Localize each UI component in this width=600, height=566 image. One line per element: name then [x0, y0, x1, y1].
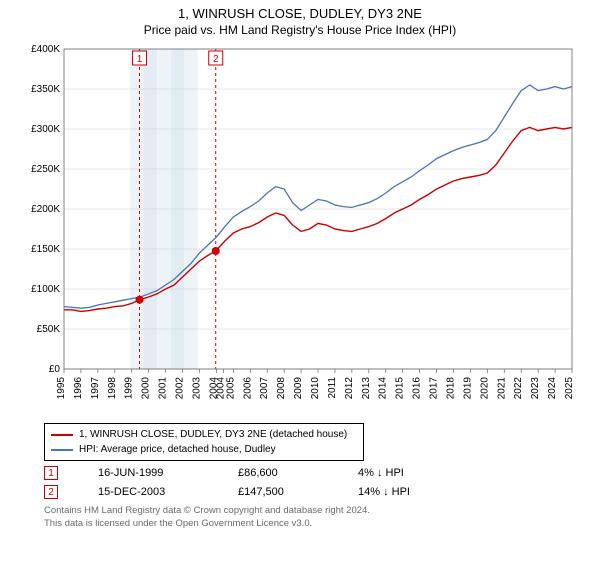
sale-date: 16-JUN-1999: [98, 467, 198, 479]
svg-text:2020: 2020: [479, 377, 490, 400]
svg-text:2022: 2022: [513, 377, 524, 400]
sale-date: 15-DEC-2003: [98, 486, 198, 498]
legend-label: 1, WINRUSH CLOSE, DUDLEY, DY3 2NE (detac…: [79, 427, 347, 442]
sale-row: 1 16-JUN-1999 £86,600 4% ↓ HPI: [44, 466, 600, 480]
sale-marker: 2: [44, 485, 58, 499]
sale-price: £147,500: [238, 486, 318, 498]
svg-text:1999: 1999: [124, 377, 135, 400]
sale-marker: 1: [44, 466, 58, 480]
svg-text:2017: 2017: [429, 377, 440, 400]
svg-text:£350K: £350K: [31, 84, 60, 95]
svg-text:2023: 2023: [530, 377, 541, 400]
svg-text:2013: 2013: [361, 377, 372, 400]
chart-svg: £0 £50K £100K £150K £200K £250K £300K £350K £400…: [20, 39, 580, 419]
sale-delta: 4% ↓ HPI: [358, 467, 404, 479]
svg-text:1: 1: [137, 54, 143, 65]
svg-text:2007: 2007: [259, 377, 270, 400]
svg-text:2014: 2014: [378, 377, 389, 400]
legend-item: 1, WINRUSH CLOSE, DUDLEY, DY3 2NE (detac…: [51, 427, 357, 442]
svg-text:£200K: £200K: [31, 204, 60, 215]
page-subtitle: Price paid vs. HM Land Registry's House …: [0, 23, 600, 37]
footer-line: Contains HM Land Registry data © Crown c…: [44, 505, 600, 518]
svg-text:2025: 2025: [564, 377, 575, 400]
svg-text:2024: 2024: [547, 377, 558, 400]
sale-row: 2 15-DEC-2003 £147,500 14% ↓ HPI: [44, 485, 600, 499]
footer: Contains HM Land Registry data © Crown c…: [44, 505, 600, 531]
svg-text:£100K: £100K: [31, 284, 60, 295]
legend-item: HPI: Average price, detached house, Dudl…: [51, 442, 357, 457]
legend-swatch: [51, 449, 73, 451]
svg-text:2018: 2018: [445, 377, 456, 400]
svg-text:2006: 2006: [242, 377, 253, 400]
svg-text:2019: 2019: [462, 377, 473, 400]
svg-text:£0: £0: [49, 364, 61, 375]
svg-text:2011: 2011: [327, 377, 338, 399]
svg-text:1995: 1995: [56, 377, 67, 400]
svg-text:2021: 2021: [496, 377, 507, 400]
svg-text:1997: 1997: [90, 377, 101, 400]
svg-text:2012: 2012: [344, 377, 355, 400]
svg-text:2009: 2009: [293, 377, 304, 400]
legend-swatch: [51, 434, 73, 436]
sale-delta: 14% ↓ HPI: [358, 486, 410, 498]
svg-text:£250K: £250K: [31, 164, 60, 175]
svg-text:2010: 2010: [310, 377, 321, 400]
svg-text:2001: 2001: [158, 377, 169, 400]
svg-text:£400K: £400K: [31, 44, 60, 55]
svg-text:£300K: £300K: [31, 124, 60, 135]
svg-text:1998: 1998: [107, 377, 118, 400]
svg-text:2008: 2008: [276, 377, 287, 400]
svg-text:£50K: £50K: [37, 324, 61, 335]
svg-text:2005: 2005: [225, 377, 236, 400]
svg-text:1996: 1996: [73, 377, 84, 400]
svg-text:2003: 2003: [191, 377, 202, 400]
sale-price: £86,600: [238, 467, 318, 479]
svg-text:2016: 2016: [412, 377, 423, 400]
footer-line: This data is licensed under the Open Gov…: [44, 518, 600, 531]
legend-label: HPI: Average price, detached house, Dudl…: [79, 442, 276, 457]
chart: £0 £50K £100K £150K £200K £250K £300K £350K £400…: [20, 39, 580, 419]
svg-text:2015: 2015: [395, 377, 406, 400]
svg-text:2002: 2002: [175, 377, 186, 400]
legend: 1, WINRUSH CLOSE, DUDLEY, DY3 2NE (detac…: [44, 423, 364, 461]
svg-text:2000: 2000: [141, 377, 152, 400]
svg-text:£150K: £150K: [31, 244, 60, 255]
page-title: 1, WINRUSH CLOSE, DUDLEY, DY3 2NE: [0, 6, 600, 21]
svg-text:2: 2: [213, 54, 219, 65]
